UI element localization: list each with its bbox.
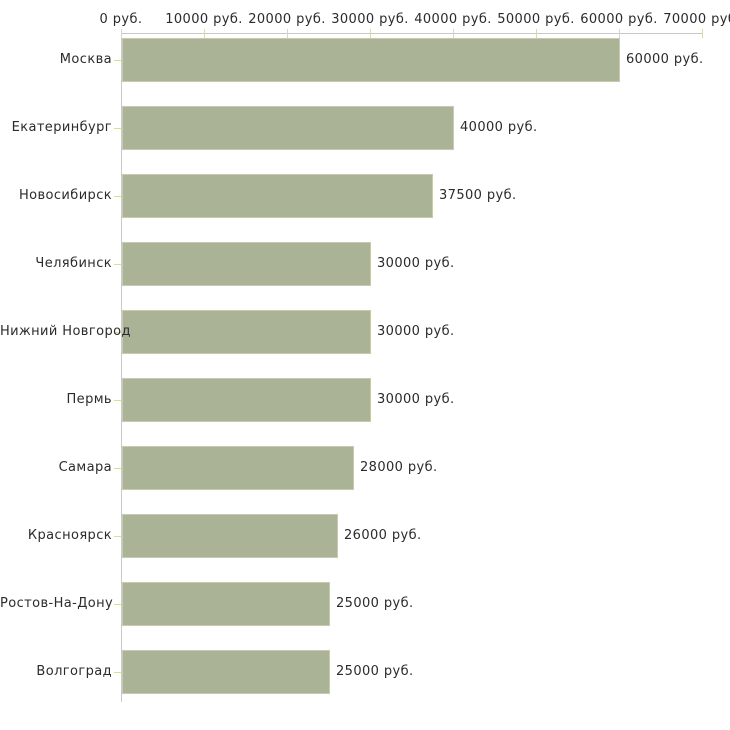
x-tick-mark — [204, 29, 205, 38]
y-tick-mark — [114, 196, 121, 197]
x-tick-mark — [287, 29, 288, 38]
x-tick-label: 40000 руб. — [414, 12, 492, 27]
value-label: 40000 руб. — [460, 120, 538, 135]
y-tick-mark — [114, 128, 121, 129]
x-tick-label: 70000 руб. — [663, 12, 730, 27]
value-label: 37500 руб. — [439, 188, 517, 203]
x-tick-mark — [702, 29, 703, 38]
category-label: Новосибирск — [18, 188, 112, 203]
value-label: 28000 руб. — [360, 460, 438, 475]
bar — [122, 378, 371, 422]
value-label: 30000 руб. — [377, 324, 455, 339]
category-label: Нижний Новгород — [0, 324, 131, 339]
category-label: Челябинск — [35, 256, 112, 271]
x-tick-mark — [121, 29, 122, 38]
x-tick-label: 10000 руб. — [165, 12, 243, 27]
x-axis-line — [121, 33, 702, 34]
y-tick-mark — [114, 264, 121, 265]
bar — [122, 582, 330, 626]
category-label: Екатеринбург — [11, 120, 112, 135]
value-label: 30000 руб. — [377, 256, 455, 271]
y-tick-mark — [114, 536, 121, 537]
bar — [122, 174, 433, 218]
category-label: Самара — [58, 460, 112, 475]
y-tick-mark — [114, 400, 121, 401]
x-tick-mark — [453, 29, 454, 38]
y-tick-mark — [114, 468, 121, 469]
value-label: 25000 руб. — [336, 596, 414, 611]
y-axis-line — [121, 33, 122, 702]
x-tick-label: 30000 руб. — [331, 12, 409, 27]
category-label: Красноярск — [27, 528, 112, 543]
x-tick-mark — [370, 29, 371, 38]
bar — [122, 446, 354, 490]
bar — [122, 106, 454, 150]
y-tick-mark — [114, 332, 121, 333]
x-tick-mark — [619, 29, 620, 38]
category-label: Пермь — [66, 392, 112, 407]
y-tick-mark — [114, 672, 121, 673]
bar — [122, 310, 371, 354]
category-label: Волгоград — [36, 664, 112, 679]
bar — [122, 650, 330, 694]
category-label: Ростов-На-Дону — [0, 596, 114, 611]
x-tick-label: 20000 руб. — [248, 12, 326, 27]
x-tick-label: 0 руб. — [99, 12, 143, 27]
x-tick-mark — [536, 29, 537, 38]
value-label: 26000 руб. — [344, 528, 422, 543]
value-label: 25000 руб. — [336, 664, 414, 679]
bar — [122, 514, 338, 558]
bar — [122, 38, 620, 82]
value-label: 30000 руб. — [377, 392, 455, 407]
value-label: 60000 руб. — [626, 52, 704, 67]
y-tick-mark — [114, 60, 121, 61]
y-tick-mark — [114, 604, 121, 605]
bar — [122, 242, 371, 286]
x-tick-label: 50000 руб. — [497, 12, 575, 27]
category-label: Москва — [59, 52, 112, 67]
x-tick-label: 60000 руб. — [580, 12, 658, 27]
